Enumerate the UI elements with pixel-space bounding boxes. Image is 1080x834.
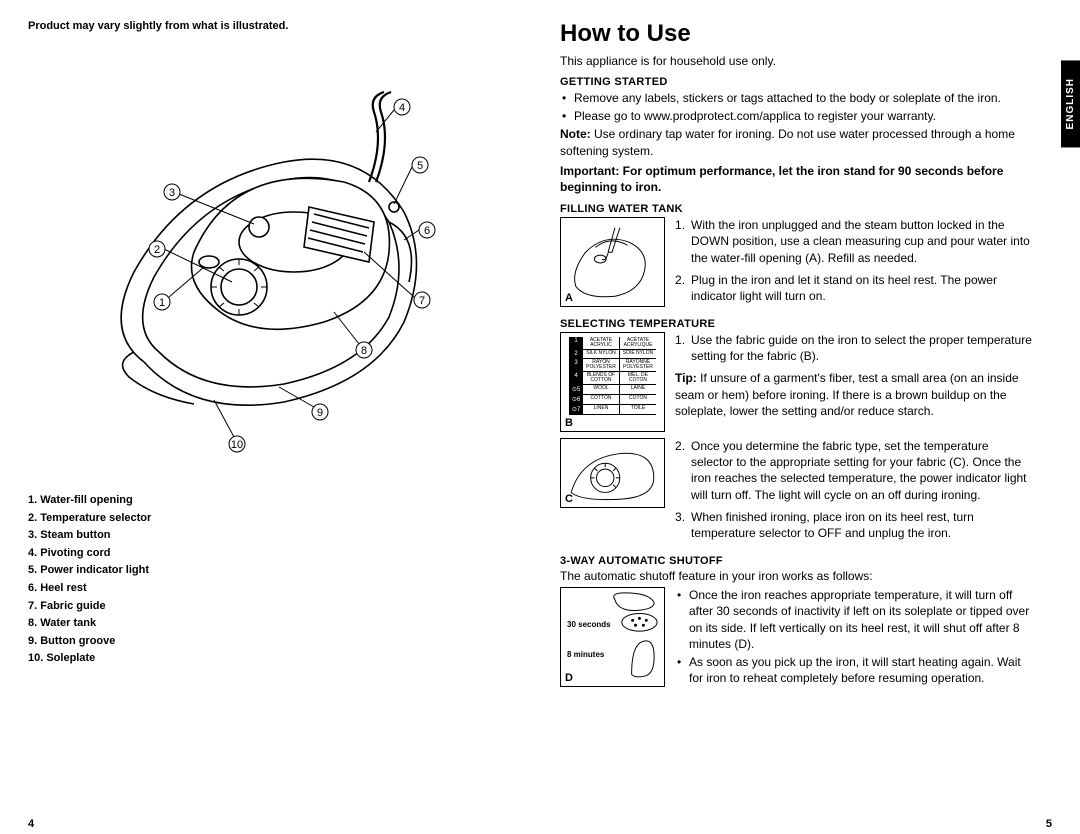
list-item: Remove any labels, stickers or tags atta… <box>574 90 1032 106</box>
label-30s: 30 seconds <box>567 620 611 629</box>
list-item: Once you determine the fabric type, set … <box>675 438 1032 503</box>
svg-text:1: 1 <box>159 297 165 309</box>
temp-steps-1: Use the fabric guide on the iron to sele… <box>675 332 1032 364</box>
svg-text:3: 3 <box>169 187 175 199</box>
heading-filling-water: FILLING WATER TANK <box>560 203 1032 215</box>
svg-text:8: 8 <box>361 345 367 357</box>
figure-d: 30 seconds 8 minutes D <box>560 587 665 687</box>
svg-text:10: 10 <box>231 439 243 451</box>
filling-water-steps: With the iron unplugged and the steam bu… <box>675 217 1032 310</box>
heading-getting-started: GETTING STARTED <box>560 76 1032 88</box>
figure-label: D <box>565 672 573 684</box>
note-text: Note: Use ordinary tap water for ironing… <box>560 126 1032 158</box>
svg-text:5: 5 <box>417 160 423 172</box>
list-item: Please go to www.prodprotect.com/applica… <box>574 108 1032 124</box>
part-item: 7. Fabric guide <box>28 598 520 616</box>
figure-a: A <box>560 217 665 307</box>
page-number-left: 4 <box>28 818 34 830</box>
list-item: Plug in the iron and let it stand on its… <box>675 272 1032 304</box>
list-item: Use the fabric guide on the iron to sele… <box>675 332 1032 364</box>
page-right: How to Use This appliance is for househo… <box>540 0 1080 834</box>
part-item: 9. Button groove <box>28 633 520 651</box>
disclaimer-text: Product may vary slightly from what is i… <box>28 20 520 32</box>
shutoff-list: Once the iron reaches appropriate temper… <box>675 587 1032 688</box>
heading-auto-shutoff: 3-WAY AUTOMATIC SHUTOFF <box>560 555 1032 567</box>
tip-text: Tip: If unsure of a garment's fiber, tes… <box>675 370 1032 419</box>
figure-b: 1ACETATE ACRYLICACÉTATE ACRYLIQUE2SILK N… <box>560 332 665 432</box>
list-item: With the iron unplugged and the steam bu… <box>675 217 1032 266</box>
figure-label: C <box>565 493 573 505</box>
shutoff-intro: The automatic shutoff feature in your ir… <box>560 569 1032 583</box>
part-item: 1. Water-fill opening <box>28 492 520 510</box>
language-tab: ENGLISH <box>1061 60 1080 147</box>
figure-c: C <box>560 438 665 508</box>
svg-text:2: 2 <box>154 244 160 256</box>
svg-text:6: 6 <box>424 225 430 237</box>
part-item: 4. Pivoting cord <box>28 545 520 563</box>
part-item: 10. Soleplate <box>28 650 520 668</box>
list-item: Once the iron reaches appropriate temper… <box>689 587 1032 652</box>
page-title: How to Use <box>560 20 1032 48</box>
list-item: When finished ironing, place iron on its… <box>675 509 1032 541</box>
page-left: Product may vary slightly from what is i… <box>0 0 540 834</box>
temp-steps-2: Once you determine the fabric type, set … <box>675 438 1032 547</box>
label-8min: 8 minutes <box>567 650 604 659</box>
important-text: Important: For optimum performance, let … <box>560 163 1032 195</box>
part-item: 6. Heel rest <box>28 580 520 598</box>
svg-text:4: 4 <box>399 102 405 114</box>
heading-selecting-temp: SELECTING TEMPERATURE <box>560 318 1032 330</box>
fabric-guide-table: 1ACETATE ACRYLICACÉTATE ACRYLIQUE2SILK N… <box>569 337 656 415</box>
part-item: 5. Power indicator light <box>28 562 520 580</box>
part-item: 2. Temperature selector <box>28 510 520 528</box>
part-item: 8. Water tank <box>28 615 520 633</box>
svg-text:9: 9 <box>317 407 323 419</box>
intro-text: This appliance is for household use only… <box>560 54 1032 68</box>
page-number-right: 5 <box>1046 818 1052 830</box>
part-item: 3. Steam button <box>28 527 520 545</box>
figure-label: A <box>565 292 573 304</box>
parts-list: 1. Water-fill opening 2. Temperature sel… <box>28 492 520 668</box>
getting-started-list: Remove any labels, stickers or tags atta… <box>560 90 1032 124</box>
iron-diagram: 1 2 3 4 5 6 7 8 9 10 <box>84 52 464 472</box>
list-item: As soon as you pick up the iron, it will… <box>689 654 1032 686</box>
svg-text:7: 7 <box>419 295 425 307</box>
figure-label: B <box>565 417 573 429</box>
